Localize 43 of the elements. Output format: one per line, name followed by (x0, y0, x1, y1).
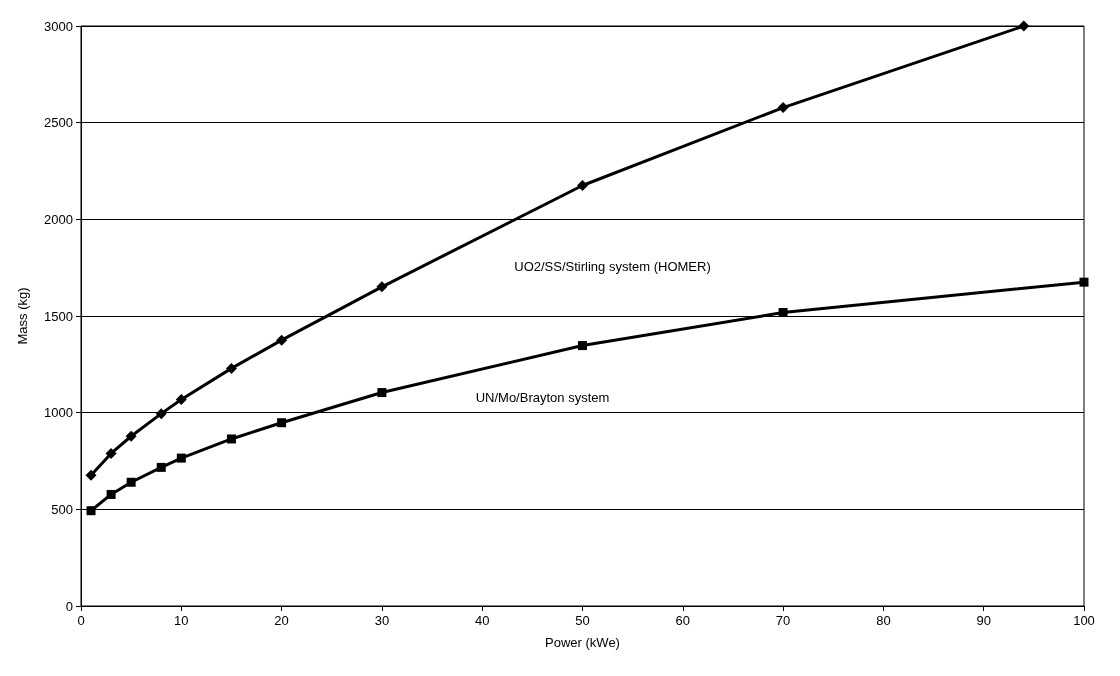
point (86, 506, 96, 516)
point (276, 334, 288, 346)
point (156, 462, 166, 472)
point (126, 477, 136, 487)
y-tick-label: 500 (51, 501, 73, 517)
x-tick-label: 100 (1073, 613, 1095, 628)
text: UO2/SS/Stirling system (HOMER) (514, 259, 711, 274)
x-tick-label: 40 (474, 613, 490, 628)
y-tick-label: 2000 (44, 211, 73, 227)
x-tick-label: 90 (976, 613, 991, 628)
series-label: UN/Mo/Brayton system (475, 390, 610, 406)
point (225, 362, 237, 374)
point (155, 408, 167, 420)
point (376, 281, 388, 293)
x-tick-label: 0 (77, 613, 85, 628)
x-tick-label: 20 (274, 613, 289, 628)
y-tick-label: 2500 (44, 115, 73, 131)
x-tick-label: 70 (775, 613, 791, 628)
point (176, 453, 186, 463)
point (578, 341, 587, 351)
point (125, 430, 137, 442)
y-tick-label: 0 (65, 598, 73, 614)
y-tick-label: 1500 (44, 308, 73, 324)
point (85, 469, 97, 481)
x-tick-label: 50 (575, 613, 590, 628)
y-axis-title: Mass (kg) (15, 287, 30, 345)
point (1018, 20, 1030, 32)
point (106, 489, 116, 499)
point (577, 180, 588, 191)
point (277, 418, 287, 428)
x-axis-title: Power (kWe) (545, 635, 620, 650)
x-tick-label: 60 (675, 613, 691, 628)
y-tick-label: 3000 (44, 18, 73, 34)
x-tick-label: 80 (876, 613, 891, 628)
point (175, 394, 187, 406)
point (105, 447, 117, 459)
x-tick-label: 10 (174, 613, 189, 628)
point (377, 388, 387, 398)
y-tick-label: 1000 (44, 405, 73, 421)
point (226, 434, 236, 444)
x-tick-label: 30 (374, 613, 390, 628)
point (1079, 277, 1089, 287)
point (777, 102, 789, 114)
